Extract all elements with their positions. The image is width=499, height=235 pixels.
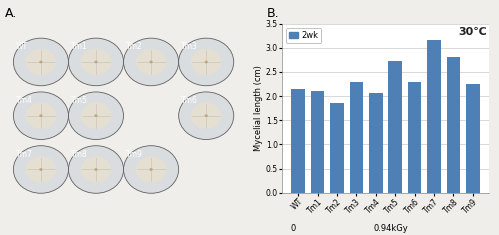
Circle shape: [39, 61, 42, 63]
Circle shape: [205, 114, 208, 117]
Bar: [350, 82, 363, 193]
Bar: [427, 40, 441, 193]
Legend: 2wk: 2wk: [286, 28, 321, 43]
Circle shape: [136, 157, 166, 183]
Circle shape: [26, 49, 56, 75]
Text: Tm5: Tm5: [71, 96, 88, 105]
Circle shape: [13, 146, 68, 193]
Text: Tm6: Tm6: [181, 96, 198, 105]
Bar: [447, 57, 460, 193]
Circle shape: [81, 49, 111, 75]
Circle shape: [81, 157, 111, 183]
Text: 30℃: 30℃: [458, 27, 487, 37]
Bar: [388, 61, 402, 193]
Text: Tm9: Tm9: [126, 150, 143, 159]
Circle shape: [94, 61, 98, 63]
Text: Tm2: Tm2: [126, 42, 143, 51]
Circle shape: [205, 61, 208, 63]
Circle shape: [68, 92, 124, 140]
Bar: [408, 82, 421, 193]
Circle shape: [124, 146, 179, 193]
Text: WT: WT: [16, 42, 28, 51]
Bar: [369, 93, 383, 193]
Text: Tm8: Tm8: [71, 150, 88, 159]
Circle shape: [13, 92, 68, 140]
Circle shape: [13, 38, 68, 86]
Circle shape: [26, 103, 56, 129]
Text: Tm7: Tm7: [16, 150, 32, 159]
Circle shape: [124, 38, 179, 86]
Text: 0.94kGy: 0.94kGy: [374, 224, 408, 233]
Y-axis label: Mycelial length (cm): Mycelial length (cm): [254, 65, 263, 151]
Circle shape: [191, 103, 222, 129]
Circle shape: [136, 49, 166, 75]
Text: Tm1: Tm1: [71, 42, 88, 51]
Bar: [291, 89, 305, 193]
Circle shape: [68, 146, 124, 193]
Text: 0: 0: [290, 224, 295, 233]
Circle shape: [26, 157, 56, 183]
Circle shape: [149, 168, 153, 171]
Text: Tm3: Tm3: [181, 42, 198, 51]
Circle shape: [94, 114, 98, 117]
Circle shape: [179, 92, 234, 140]
Bar: [466, 84, 480, 193]
Circle shape: [68, 38, 124, 86]
Circle shape: [94, 168, 98, 171]
Circle shape: [149, 61, 153, 63]
Bar: [330, 103, 344, 193]
Circle shape: [39, 168, 42, 171]
Text: A.: A.: [5, 7, 17, 20]
Circle shape: [191, 49, 222, 75]
Bar: [311, 91, 324, 193]
Text: B.: B.: [267, 7, 279, 20]
Text: Tm4: Tm4: [16, 96, 32, 105]
Circle shape: [39, 114, 42, 117]
Circle shape: [179, 38, 234, 86]
Circle shape: [81, 103, 111, 129]
